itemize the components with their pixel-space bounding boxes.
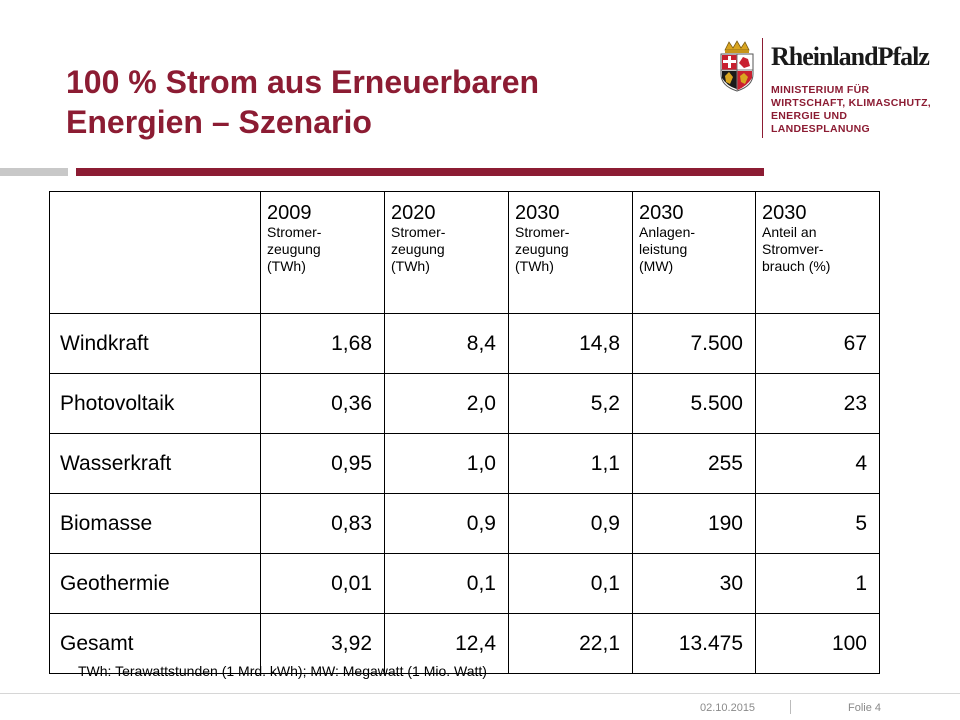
- header-year: 2009: [267, 202, 312, 224]
- table-cell: 30: [632, 553, 756, 614]
- header-desc: Stromer-: [391, 224, 446, 240]
- title-rule-gray: [0, 168, 68, 176]
- footer-divider: [790, 700, 791, 714]
- table-cell: 67: [755, 313, 880, 374]
- table-cell: 12,4: [384, 613, 509, 674]
- footer-rule: [0, 693, 960, 694]
- table-row: Wasserkraft 0,95 1,0 1,1 255 4: [49, 433, 880, 494]
- slide-title-line-2: Energien – Szenario: [66, 104, 372, 140]
- header-cell-empty: [49, 191, 261, 314]
- table-cell: 22,1: [508, 613, 633, 674]
- header-desc: Stromer-: [267, 224, 322, 240]
- header-desc: zeugung: [515, 241, 569, 257]
- header-desc: (TWh): [267, 258, 306, 274]
- header-year: 2030: [762, 202, 807, 224]
- table-cell: 7.500: [632, 313, 756, 374]
- header-desc: Anlagen-: [639, 224, 696, 240]
- table-cell: 8,4: [384, 313, 509, 374]
- header-cell: 2009 Stromer- zeugung (TWh): [260, 191, 385, 314]
- table-row-total: Gesamt 3,92 12,4 22,1 13.475 100: [49, 613, 880, 674]
- header-cell: 2030 Anteil an Stromver- brauch (%): [755, 191, 880, 314]
- header-cell: 2030 Anlagen- leistung (MW): [632, 191, 756, 314]
- table-header-row: 2009 Stromer- zeugung (TWh) 2020 Stromer…: [49, 191, 880, 314]
- table-row: Biomasse 0,83 0,9 0,9 190 5: [49, 493, 880, 554]
- table-cell: 0,01: [260, 553, 385, 614]
- table-cell: 5.500: [632, 373, 756, 434]
- header-year: 2020: [391, 202, 436, 224]
- table-row: Windkraft 1,68 8,4 14,8 7.500 67: [49, 313, 880, 374]
- logo-divider: [762, 38, 763, 138]
- table-cell: 1,68: [260, 313, 385, 374]
- table-cell: 13.475: [632, 613, 756, 674]
- slide-title-line-1: 100 % Strom aus Erneuerbaren: [66, 64, 540, 100]
- table-cell-total-share: 100: [755, 613, 880, 674]
- table-cell: 23: [755, 373, 880, 434]
- logo-ministry-text: MINISTERIUM FÜR WIRTSCHAFT, KLIMASCHUTZ,…: [771, 84, 931, 136]
- table-cell: 5: [755, 493, 880, 554]
- table-cell: 3,92: [260, 613, 385, 674]
- header-year: 2030: [639, 202, 684, 224]
- coat-of-arms-icon: [720, 40, 754, 92]
- header-desc: brauch (%): [762, 258, 831, 274]
- table-cell: 1,1: [508, 433, 633, 494]
- footer-page-number: Folie 4: [848, 702, 882, 714]
- table-cell: 0,9: [384, 493, 509, 554]
- logo-sub-line: MINISTERIUM FÜR: [771, 84, 870, 96]
- header-cell: 2020 Stromer- zeugung (TWh): [384, 191, 509, 314]
- header-desc: (TWh): [391, 258, 430, 274]
- table-cell: 0,1: [384, 553, 509, 614]
- header-desc: zeugung: [267, 241, 321, 257]
- table-cell: 255: [632, 433, 756, 494]
- row-label: Windkraft: [49, 313, 261, 374]
- logo-sub-line: WIRTSCHAFT, KLIMASCHUTZ,: [771, 97, 932, 109]
- header-desc: Stromer-: [515, 224, 570, 240]
- footer-date: 02.10.2015: [700, 702, 756, 714]
- table-cell: 1: [755, 553, 880, 614]
- table-cell: 14,8: [508, 313, 633, 374]
- row-label: Gesamt: [49, 613, 261, 674]
- header-desc: leistung: [639, 241, 688, 257]
- table-row: Photovoltaik 0,36 2,0 5,2 5.500 23: [49, 373, 880, 434]
- rlp-logo: RheinlandPfalz MINISTERIUM FÜR WIRTSCHAF…: [713, 38, 933, 138]
- header-year: 2030: [515, 202, 560, 224]
- header-desc: (TWh): [515, 258, 554, 274]
- header-desc: Stromver-: [762, 241, 824, 257]
- row-label: Wasserkraft: [49, 433, 261, 494]
- table-row: Geothermie 0,01 0,1 0,1 30 1: [49, 553, 880, 614]
- header-desc: (MW): [639, 258, 674, 274]
- table-cell: 0,36: [260, 373, 385, 434]
- table-cell: 0,1: [508, 553, 633, 614]
- table-cell: 0,9: [508, 493, 633, 554]
- energy-table: 2009 Stromer- zeugung (TWh) 2020 Stromer…: [49, 191, 880, 674]
- header-desc: Anteil an: [762, 224, 817, 240]
- header-cell: 2030 Stromer- zeugung (TWh): [508, 191, 633, 314]
- logo-sub-line: LANDESPLANUNG: [771, 123, 870, 135]
- table-cell: 190: [632, 493, 756, 554]
- title-rule-red: [76, 168, 764, 176]
- slide-title: 100 % Strom aus Erneuerbaren Energien – …: [66, 62, 666, 142]
- logo-wordmark: RheinlandPfalz: [771, 42, 930, 71]
- row-label: Photovoltaik: [49, 373, 261, 434]
- table-cell: 5,2: [508, 373, 633, 434]
- header-desc: zeugung: [391, 241, 445, 257]
- logo-sub-line: ENERGIE UND: [771, 110, 848, 122]
- table-cell: 2,0: [384, 373, 509, 434]
- table-cell: 1,0: [384, 433, 509, 494]
- table-cell: 4: [755, 433, 880, 494]
- row-label: Biomasse: [49, 493, 261, 554]
- table-cell: 0,83: [260, 493, 385, 554]
- table-cell: 0,95: [260, 433, 385, 494]
- footnote: TWh: Terawattstunden (1 Mrd. kWh); MW: M…: [78, 663, 487, 679]
- row-label: Geothermie: [49, 553, 261, 614]
